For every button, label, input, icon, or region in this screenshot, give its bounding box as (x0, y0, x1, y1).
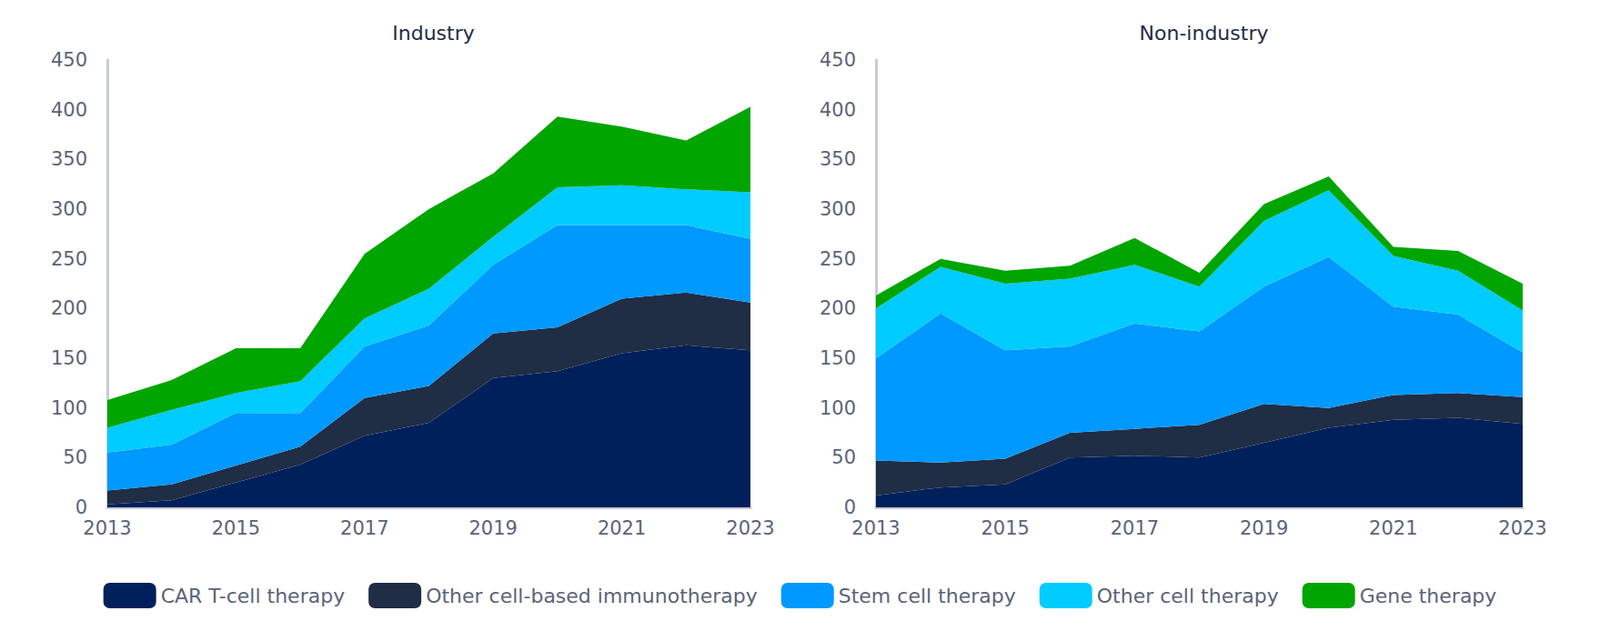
svg-text:400: 400 (50, 99, 88, 121)
svg-text:450: 450 (50, 49, 88, 71)
svg-text:0: 0 (75, 496, 88, 519)
svg-text:300: 300 (50, 198, 88, 221)
svg-text:400: 400 (819, 99, 856, 121)
svg-text:Other cell-based immunotherapy: Other cell-based immunotherapy (425, 584, 758, 608)
svg-text:CAR T-cell therapy: CAR T-cell therapy (161, 584, 346, 608)
svg-text:Other cell therapy: Other cell therapy (1096, 584, 1279, 608)
svg-text:Gene therapy: Gene therapy (1359, 584, 1498, 608)
svg-text:2019: 2019 (468, 517, 517, 540)
svg-text:Stem cell therapy: Stem cell therapy (838, 584, 1017, 608)
svg-text:50: 50 (62, 446, 88, 469)
svg-text:2023: 2023 (1498, 517, 1547, 540)
svg-text:2017: 2017 (340, 517, 389, 540)
svg-text:2013: 2013 (851, 517, 900, 540)
svg-text:100: 100 (50, 397, 88, 420)
svg-text:300: 300 (819, 198, 856, 221)
svg-text:200: 200 (50, 297, 88, 320)
svg-text:2015: 2015 (211, 517, 261, 540)
svg-text:2015: 2015 (980, 517, 1029, 540)
svg-text:100: 100 (819, 397, 856, 420)
svg-text:350: 350 (50, 148, 88, 171)
svg-text:2019: 2019 (1239, 517, 1289, 540)
svg-text:2021: 2021 (1368, 517, 1418, 540)
svg-text:2021: 2021 (597, 517, 646, 540)
svg-text:2013: 2013 (82, 517, 131, 540)
svg-text:0: 0 (844, 496, 856, 519)
svg-text:2017: 2017 (1110, 517, 1159, 540)
svg-text:150: 150 (819, 347, 856, 370)
svg-text:150: 150 (50, 347, 88, 370)
svg-text:50: 50 (831, 446, 856, 469)
svg-text:Industry: Industry (392, 21, 475, 45)
svg-text:2023: 2023 (725, 517, 775, 540)
svg-text:Non-industry: Non-industry (1139, 21, 1269, 45)
svg-text:250: 250 (819, 248, 856, 271)
svg-text:350: 350 (819, 148, 856, 171)
svg-text:200: 200 (819, 297, 856, 320)
svg-text:250: 250 (50, 248, 88, 271)
svg-text:450: 450 (819, 49, 856, 71)
